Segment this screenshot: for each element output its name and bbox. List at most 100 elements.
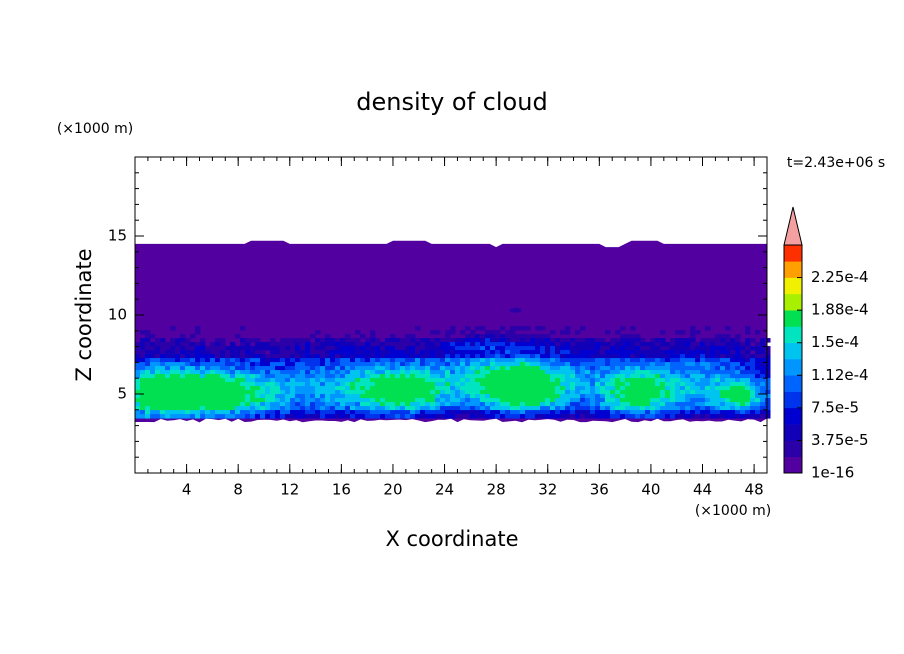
contour-fill (180, 354, 186, 359)
contour-fill (160, 410, 166, 415)
contour-fill (335, 390, 341, 395)
contour-fill (160, 390, 166, 395)
contour-fill (580, 378, 586, 383)
contour-fill (715, 394, 721, 399)
contour-fill (635, 386, 641, 391)
contour-fill (365, 362, 371, 367)
contour-fill (420, 374, 426, 379)
colorbar-band (784, 310, 802, 327)
contour-fill (185, 370, 191, 375)
contour-fill (350, 362, 356, 367)
contour-fill (635, 390, 641, 395)
contour-fill (500, 382, 506, 387)
contour-fill (635, 370, 641, 375)
contour-fill (670, 370, 676, 375)
contour-fill (705, 382, 711, 387)
contour-fill (440, 382, 446, 387)
contour-fill (280, 382, 286, 387)
contour-fill (195, 366, 201, 371)
contour-fill (170, 370, 176, 375)
contour-fill (330, 394, 336, 399)
contour-fill (745, 386, 751, 391)
contour-fill (560, 390, 566, 395)
contour-fill (685, 406, 691, 411)
contour-fill (180, 406, 186, 411)
contour-fill (715, 366, 721, 371)
contour-fill (560, 374, 566, 379)
contour-fill (275, 366, 281, 371)
contour-fill (390, 362, 396, 367)
contour-fill (465, 334, 471, 339)
contour-fill (450, 398, 456, 403)
contour-fill (420, 362, 426, 367)
contour-fill (720, 366, 726, 371)
contour-fill (355, 390, 361, 395)
contour-fill (640, 402, 646, 407)
contour-fill (570, 402, 576, 407)
contour-fill (405, 402, 411, 407)
contour-fill (230, 366, 236, 371)
contour-fill (385, 382, 391, 387)
contour-fill (160, 346, 166, 351)
contour-fill (700, 414, 706, 419)
contour-fill (260, 386, 266, 391)
contour-fill (255, 346, 261, 351)
contour-fill (585, 366, 591, 371)
contour-fill (565, 398, 571, 403)
contour-fill (280, 402, 286, 407)
contour-fill (405, 378, 411, 383)
contour-fill (275, 378, 281, 383)
contour-fill (490, 394, 496, 399)
contour-fill (325, 362, 331, 367)
contour-fill (430, 338, 436, 343)
contour-fill (445, 330, 451, 335)
contour-fill (505, 358, 511, 363)
contour-fill (590, 366, 596, 371)
contour-fill (185, 390, 191, 395)
contour-fill (675, 374, 681, 379)
contour-fill (495, 338, 501, 343)
contour-fill (270, 370, 276, 375)
contour-fill (690, 338, 696, 343)
contour-fill (330, 414, 336, 419)
contour-fill (490, 390, 496, 395)
contour-fill (390, 410, 396, 415)
contour-fill (690, 386, 696, 391)
contour-fill (755, 414, 761, 419)
contour-fill (585, 370, 591, 375)
contour-fill (425, 370, 431, 375)
contour-fill (510, 414, 516, 419)
contour-fill (480, 394, 486, 399)
colorbar-band (784, 391, 802, 409)
contour-fill (400, 366, 406, 371)
contour-fill (695, 370, 701, 375)
contour-fill (555, 402, 561, 407)
contour-fill (600, 338, 606, 343)
contour-fill (450, 406, 456, 411)
contour-fill (155, 370, 161, 375)
contour-fill (215, 394, 221, 399)
contour-fill (450, 326, 456, 331)
contour-fill (520, 386, 526, 391)
contour-fill (700, 386, 706, 391)
contour-fill (375, 402, 381, 407)
contour-fill (400, 358, 406, 363)
contour-fill (610, 378, 616, 383)
contour-fill (305, 346, 311, 351)
contour-fill (395, 374, 401, 379)
contour-fill (390, 334, 396, 339)
contour-fill (660, 354, 666, 359)
contour-fill (320, 406, 326, 411)
contour-fill (540, 382, 546, 387)
contour-fill (525, 350, 531, 355)
contour-fill (310, 334, 316, 339)
contour-fill (215, 398, 221, 403)
contour-fill (585, 406, 591, 411)
contour-fill (445, 386, 451, 391)
contour-fill (495, 402, 501, 407)
contour-fill (445, 338, 451, 343)
contour-fill (215, 386, 221, 391)
contour-fill (165, 366, 171, 371)
contour-fill (195, 402, 201, 407)
contour-fill (225, 378, 231, 383)
